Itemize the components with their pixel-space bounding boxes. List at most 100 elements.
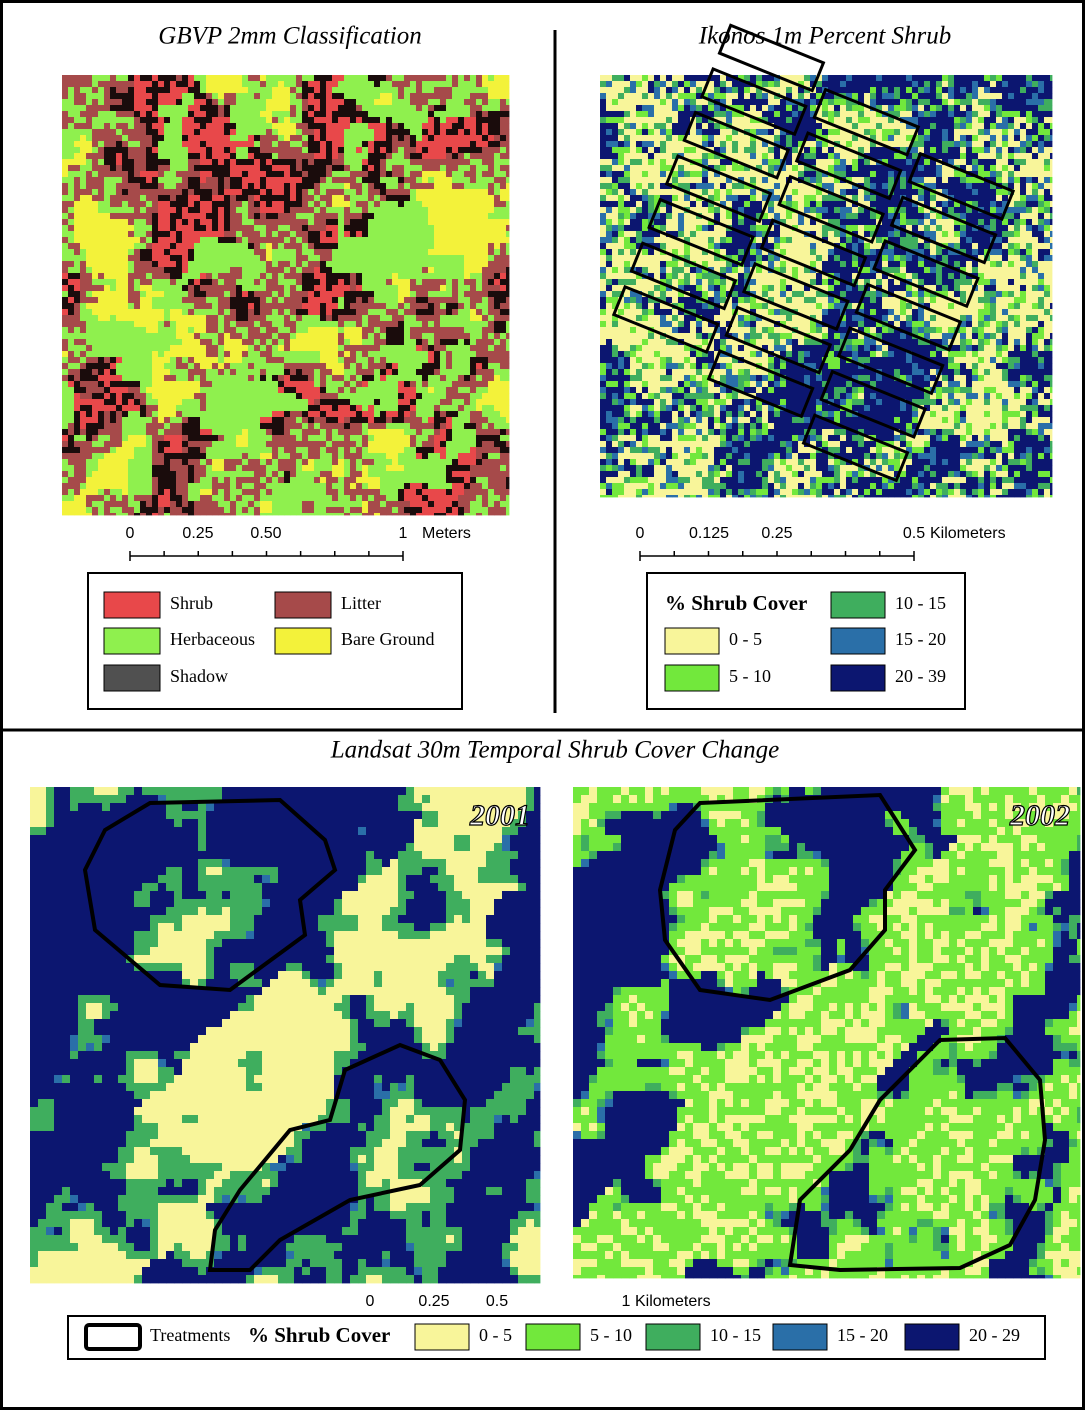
pixel — [164, 165, 170, 171]
pixel — [194, 465, 200, 471]
pixel — [380, 93, 386, 99]
pixel — [140, 465, 146, 471]
pixel — [152, 435, 158, 441]
pixel — [470, 393, 476, 399]
pixel — [176, 249, 182, 255]
pixel — [152, 279, 158, 285]
pixel — [122, 207, 128, 213]
pixel — [362, 405, 368, 411]
pixel — [224, 291, 230, 297]
pixel — [410, 171, 416, 177]
pixel — [464, 399, 470, 405]
pixel — [362, 153, 368, 159]
pixel — [206, 423, 212, 429]
pixel — [296, 423, 302, 429]
pixel — [182, 165, 188, 171]
pixel — [398, 225, 404, 231]
pixel — [344, 381, 350, 387]
pixel — [134, 135, 140, 141]
pixel — [170, 453, 176, 459]
pixel — [350, 297, 356, 303]
pixel — [380, 297, 386, 303]
pixel — [416, 423, 422, 429]
pixel — [398, 297, 404, 303]
pixel — [296, 465, 302, 471]
pixel — [92, 189, 98, 195]
pixel — [134, 111, 140, 117]
pixel — [332, 375, 338, 381]
pixel — [308, 429, 314, 435]
pixel — [230, 345, 236, 351]
pixel — [92, 213, 98, 219]
pixel — [470, 249, 476, 255]
pixel — [434, 447, 440, 453]
pixel — [152, 441, 158, 447]
pixel — [182, 291, 188, 297]
pixel — [344, 129, 350, 135]
pixel — [230, 405, 236, 411]
pixel — [188, 471, 194, 477]
pixel — [278, 93, 284, 99]
pixel — [494, 315, 500, 321]
pixel — [404, 123, 410, 129]
pixel — [458, 153, 464, 159]
pixel — [104, 447, 110, 453]
pixel — [362, 177, 368, 183]
pixel — [206, 279, 212, 285]
pixel — [446, 369, 452, 375]
pixel — [404, 303, 410, 309]
pixel — [350, 165, 356, 171]
pixel — [206, 99, 212, 105]
pixel — [140, 147, 146, 153]
pixel — [332, 315, 338, 321]
pixel — [428, 201, 434, 207]
pixel — [134, 417, 140, 423]
pixel — [266, 303, 272, 309]
pixel — [290, 141, 296, 147]
pixel — [332, 327, 338, 333]
pixel — [212, 213, 218, 219]
pixel — [332, 219, 338, 225]
pixel — [146, 441, 152, 447]
pixel — [416, 363, 422, 369]
pixel — [176, 147, 182, 153]
pixel — [428, 339, 434, 345]
pixel — [68, 405, 74, 411]
pixel — [176, 141, 182, 147]
pixel — [422, 447, 428, 453]
pixel — [356, 213, 362, 219]
pixel — [434, 363, 440, 369]
pixel — [146, 405, 152, 411]
pixel — [182, 357, 188, 363]
pixel — [230, 303, 236, 309]
pixel — [104, 231, 110, 237]
pixel — [272, 417, 278, 423]
pixel — [392, 243, 398, 249]
pixel — [440, 363, 446, 369]
pixel — [470, 327, 476, 333]
pixel — [338, 231, 344, 237]
pixel — [434, 279, 440, 285]
pixel — [392, 183, 398, 189]
pixel — [218, 321, 224, 327]
pixel — [476, 429, 482, 435]
pixel — [128, 189, 134, 195]
pixel — [464, 123, 470, 129]
pixel — [488, 159, 494, 165]
pixel — [320, 321, 326, 327]
pixel — [326, 291, 332, 297]
pixel — [266, 153, 272, 159]
pixel — [194, 285, 200, 291]
pixel — [368, 87, 374, 93]
pixel — [176, 195, 182, 201]
pixel — [404, 315, 410, 321]
pixel — [218, 111, 224, 117]
pixel — [248, 189, 254, 195]
pixel — [506, 303, 509, 309]
pixel — [506, 183, 509, 189]
pixel — [404, 393, 410, 399]
pixel — [422, 357, 428, 363]
pixel — [368, 429, 374, 435]
pixel — [62, 81, 68, 87]
pixel — [338, 369, 344, 375]
